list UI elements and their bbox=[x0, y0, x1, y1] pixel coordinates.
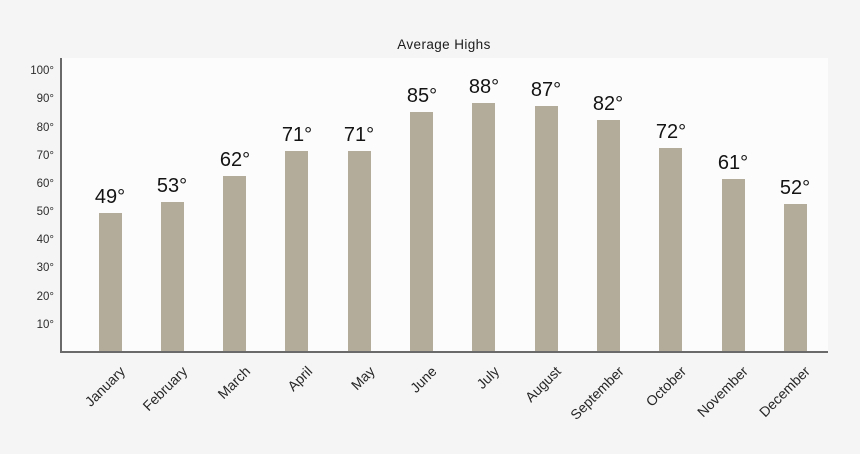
y-axis-tick-label: 30° bbox=[36, 262, 54, 275]
x-axis-label-october: October bbox=[642, 363, 690, 410]
bar-december bbox=[784, 204, 807, 351]
y-axis-tick-label: 40° bbox=[36, 234, 54, 247]
bar-november bbox=[722, 179, 745, 351]
bar-value-label: 61° bbox=[717, 152, 749, 174]
bar-value-label: 72° bbox=[655, 121, 687, 143]
x-axis-label-november: November bbox=[694, 363, 752, 420]
x-axis-label-january: January bbox=[81, 363, 129, 410]
y-axis-tick-label: 70° bbox=[36, 149, 54, 162]
x-axis-label-september: September bbox=[566, 363, 627, 423]
bar-value-label: 53° bbox=[156, 175, 188, 197]
bar-value-label: 87° bbox=[530, 79, 562, 101]
bar-value-label: 49° bbox=[94, 186, 126, 208]
x-axis-label-march: March bbox=[214, 363, 254, 402]
y-axis-tick-label: 10° bbox=[36, 318, 54, 331]
y-axis-tick-label: 20° bbox=[36, 290, 54, 303]
y-axis-tick-label: 80° bbox=[36, 121, 54, 134]
x-axis-label-august: August bbox=[522, 363, 565, 406]
bar-value-label: 85° bbox=[406, 85, 438, 107]
bar-value-label: 52° bbox=[779, 177, 811, 199]
y-axis-tick-label: 100° bbox=[30, 65, 54, 78]
x-axis-label-february: February bbox=[139, 363, 191, 414]
bar-march bbox=[223, 176, 246, 351]
x-axis-label-april: April bbox=[284, 363, 316, 395]
bar-august bbox=[535, 106, 558, 351]
bar-june bbox=[410, 112, 433, 351]
bar-value-label: 62° bbox=[219, 149, 251, 171]
bar-value-label: 71° bbox=[281, 124, 313, 146]
bar-may bbox=[348, 151, 371, 351]
bar-value-label: 82° bbox=[592, 93, 624, 115]
bar-january bbox=[99, 213, 122, 351]
bar-april bbox=[285, 151, 308, 351]
x-axis-label-june: June bbox=[406, 363, 440, 396]
y-axis-tick-label: 50° bbox=[36, 206, 54, 219]
x-axis-label-december: December bbox=[756, 363, 814, 420]
bar-july bbox=[472, 103, 495, 351]
bar-value-label: 88° bbox=[468, 76, 500, 98]
bar-september bbox=[597, 120, 620, 351]
x-axis-label-july: July bbox=[473, 363, 503, 392]
y-axis: 100° 90° 80° 70° 60° 50° 40° 30° 20° 10° bbox=[0, 58, 54, 353]
bar-february bbox=[161, 202, 184, 351]
bar-october bbox=[659, 148, 682, 351]
x-axis-label-may: May bbox=[347, 363, 378, 394]
plot-area: 49° 53° 62° 71° 71° 85° 88° 87° 82° 72° 61° 52° bbox=[60, 58, 828, 353]
y-axis-tick-label: 60° bbox=[36, 177, 54, 190]
y-axis-tick-label: 90° bbox=[36, 93, 54, 106]
bar-value-label: 71° bbox=[343, 124, 375, 146]
chart-title: Average Highs bbox=[397, 37, 491, 52]
